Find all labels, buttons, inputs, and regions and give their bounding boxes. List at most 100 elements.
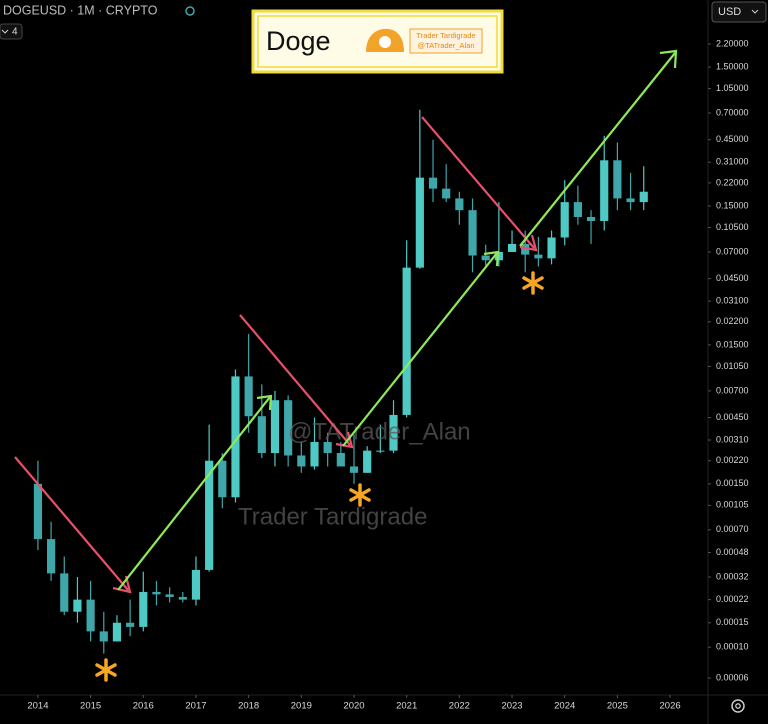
y-tick-label: 0.07000 [716, 246, 749, 256]
badge-handle: @TATrader_Alan [417, 41, 474, 50]
y-tick-label: 0.00700 [716, 385, 749, 395]
candle-body [349, 466, 359, 473]
candle-body [560, 202, 569, 238]
x-tick-label: 2020 [343, 701, 364, 712]
y-tick-label: 0.03100 [716, 295, 749, 305]
candle-body [218, 460, 227, 498]
asterisk [349, 483, 371, 507]
candle-body [613, 160, 622, 199]
x-tick-label: 2026 [660, 701, 681, 712]
chevron [751, 9, 759, 14]
y-tick-label: 0.00450 [716, 412, 749, 422]
watermark: @TATrader_Alan [288, 418, 471, 445]
candle-body [139, 591, 148, 627]
arrowhead [659, 49, 678, 69]
x-tick-label: 2021 [396, 701, 417, 712]
candle-body [205, 460, 214, 570]
candle-body [336, 453, 345, 467]
green-arrow [519, 52, 676, 247]
candle-body [310, 442, 319, 467]
settings-icon[interactable] [731, 699, 745, 713]
green-arrow [117, 396, 271, 591]
green-arrow [342, 252, 498, 447]
candle-body [468, 210, 477, 256]
y-tick-label: 0.10500 [716, 222, 749, 232]
red-arrow [239, 314, 351, 446]
logo-detail [379, 36, 391, 48]
y-tick-label: 0.01050 [716, 361, 749, 371]
x-tick-label: 2025 [607, 701, 628, 712]
x-tick-label: 2022 [449, 701, 470, 712]
y-tick-label: 0.00010 [716, 642, 749, 652]
indicator-toggle[interactable] [0, 23, 23, 40]
candle-body [442, 188, 451, 199]
watermark: Trader Tardigrade [238, 503, 427, 530]
asterisk [95, 658, 117, 682]
candle-body [126, 622, 135, 627]
y-tick-label: 0.00048 [716, 547, 749, 557]
red-arrow [14, 456, 129, 591]
candle-body [99, 631, 108, 642]
asterisk [522, 271, 544, 295]
y-tick-label: 0.04500 [716, 273, 749, 283]
y-tick-label: 0.70000 [716, 107, 749, 117]
y-tick-label: 0.01500 [716, 339, 749, 349]
candle-body [626, 198, 635, 203]
chart-title: DOGEUSD · 1M · CRYPTO [3, 3, 158, 17]
x-tick-label: 2016 [133, 701, 154, 712]
red-arrow [421, 116, 535, 249]
y-tick-label: 0.15000 [716, 200, 749, 210]
candle-body [284, 400, 293, 456]
candle-body [270, 400, 280, 454]
candle-body [547, 237, 556, 259]
badge-title: Doge [266, 26, 331, 56]
y-tick-label: 1.50000 [716, 61, 749, 71]
x-tick-label: 2017 [185, 701, 206, 712]
candle-body [257, 416, 266, 454]
candle-body [600, 160, 609, 221]
candle-body [47, 539, 56, 574]
candle-body [323, 442, 332, 454]
y-tick-label: 2.20000 [716, 38, 749, 48]
candle-body [297, 455, 306, 467]
candle-body [73, 599, 82, 612]
y-tick-label: 0.00310 [716, 434, 749, 444]
candle-body [494, 251, 503, 261]
candle-body [389, 414, 398, 451]
badge-label-box [409, 28, 483, 54]
candle-body [534, 254, 543, 259]
y-tick-label: 0.00220 [716, 455, 749, 465]
candle-body [33, 483, 43, 540]
candle-body [586, 216, 596, 221]
currency-button[interactable] [711, 1, 767, 23]
candle-body [112, 622, 122, 642]
x-tick-label: 2019 [291, 701, 312, 712]
chevron [1, 29, 9, 34]
arrowhead [519, 234, 538, 252]
candle-body [415, 177, 424, 268]
candle-body [428, 177, 438, 189]
arrowhead [483, 250, 500, 267]
candle-body [152, 591, 161, 595]
y-tick-label: 0.02200 [716, 316, 749, 326]
candle-body [86, 599, 95, 632]
indicator-count: 4 [12, 27, 18, 38]
x-tick-label: 2023 [501, 701, 522, 712]
candle-body [178, 596, 187, 600]
status-dot [185, 6, 195, 16]
candle-body [455, 198, 464, 211]
y-tick-label: 0.45000 [716, 134, 749, 144]
y-tick-label: 0.00105 [716, 500, 749, 510]
asterisks [95, 271, 544, 682]
candle-body [507, 243, 517, 252]
candle-body [481, 255, 490, 261]
x-tick-label: 2014 [27, 701, 48, 712]
candle-body [402, 267, 411, 415]
y-tick-label: 1.05000 [716, 83, 749, 93]
y-tick-label: 0.00032 [716, 571, 749, 581]
y-tick-label: 0.00070 [716, 524, 749, 534]
arrowhead [256, 394, 273, 411]
y-tick-label: 0.00006 [716, 672, 749, 682]
badge-inner-frame [257, 15, 498, 68]
